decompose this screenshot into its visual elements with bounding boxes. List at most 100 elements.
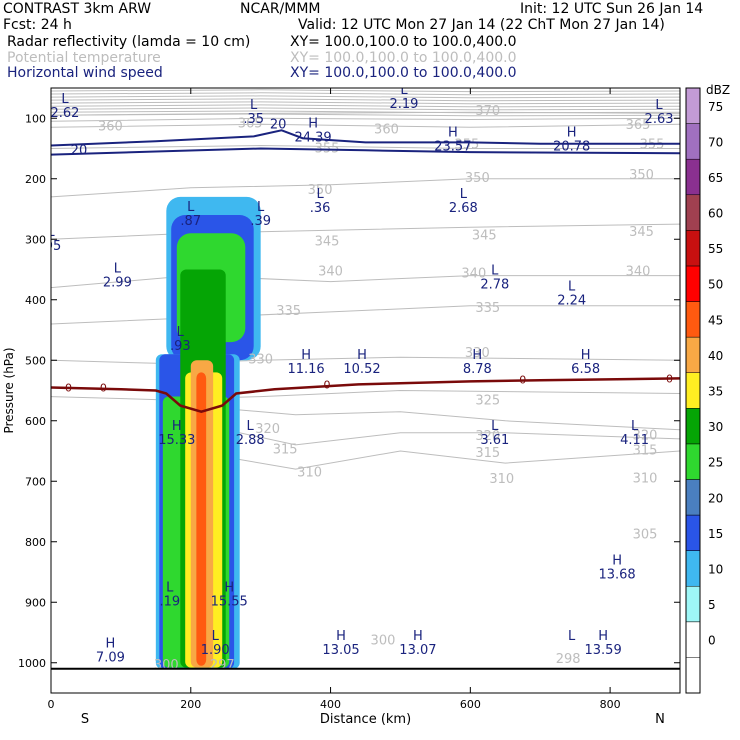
theta-contour-320 — [225, 408, 680, 431]
theta-label: 345 — [472, 228, 497, 243]
extremum-tag: L — [250, 98, 258, 113]
extremum-value: 8.78 — [463, 362, 492, 377]
extremum-value: 3.61 — [480, 433, 509, 448]
theta-label: 355 — [640, 138, 665, 153]
theta-contour-upper — [51, 92, 680, 96]
theta-label: 300 — [371, 634, 396, 649]
theta-label: 310 — [633, 471, 658, 486]
extremum-value: 24.39 — [294, 130, 331, 145]
colorbar-swatch-40 — [685, 336, 701, 373]
colorbar-swatch-60 — [685, 194, 701, 231]
theta-contour-350 — [51, 178, 680, 198]
colorbar-label: 65 — [708, 171, 723, 185]
theta-label: 335 — [276, 304, 301, 319]
extremum-tag: L — [47, 225, 55, 240]
extremum-tag: L — [187, 200, 195, 215]
theta-contour-325 — [51, 389, 680, 401]
extremum-tag: L — [212, 629, 220, 644]
forecast-hour: Fcst: 24 h — [3, 17, 72, 33]
zero-contour-label: 0 — [100, 381, 107, 394]
extremum-tag: H — [172, 419, 182, 434]
colorbar-swatch-25 — [685, 443, 701, 480]
extremum-tag: L — [247, 419, 255, 434]
theta-label: 310 — [297, 465, 322, 480]
zero-contour-label: 0 — [519, 374, 526, 387]
y-tick-label: 900 — [25, 596, 46, 609]
extremum-tag: L — [61, 92, 69, 107]
zero-contour-label: 0 — [324, 378, 331, 391]
extremum-value: 7.09 — [96, 651, 125, 666]
extremum-value: 2.24 — [557, 294, 586, 309]
colorbar-label: 30 — [708, 420, 723, 434]
colorbar-frame — [685, 87, 701, 694]
extremum-tag: H — [472, 348, 482, 363]
x-tick-label: 800 — [600, 698, 621, 711]
theta-label: 325 — [475, 393, 500, 408]
extremum-tag: H — [581, 348, 591, 363]
extremum-tag: H — [106, 637, 116, 652]
zero-contour-label: 0 — [65, 381, 72, 394]
extremum-tag: L — [655, 98, 663, 113]
theta-label: 340 — [318, 265, 343, 280]
theta-contour-340 — [51, 275, 680, 289]
extremum-value: 1.90 — [201, 643, 230, 658]
colorbar-label: 60 — [708, 207, 723, 221]
theta-label: 330 — [465, 346, 490, 361]
colorbar-swatch-35 — [685, 372, 701, 409]
x-axis-label: Distance (km) — [320, 712, 411, 727]
extremum-tag: H — [448, 125, 458, 140]
x-end-label-right: N — [655, 712, 665, 727]
extremum-tag: L — [491, 263, 499, 278]
field-wind-name: Horizontal wind speed — [7, 65, 163, 81]
y-tick-label: 500 — [25, 354, 46, 367]
field-theta-name: Potential temperature — [7, 50, 161, 66]
x-tick-label: 600 — [460, 698, 481, 711]
theta-label: 297 — [210, 658, 235, 673]
y-tick-label: 600 — [25, 415, 46, 428]
wind-contour-20 — [51, 129, 680, 147]
theta-label: 365 — [238, 116, 263, 131]
theta-label: 315 — [475, 446, 500, 461]
y-tick-label: 200 — [25, 173, 46, 186]
extremum-tag: L — [568, 280, 576, 295]
init-time: Init: 12 UTC Sun 26 Jan 14 — [520, 1, 704, 17]
colorbar-label: 15 — [708, 527, 723, 541]
extremum-value: 15.33 — [158, 433, 195, 448]
colorbar-label: 45 — [708, 313, 723, 327]
theta-label: 330 — [248, 352, 273, 367]
theta-contour-upper — [51, 107, 680, 111]
theta-contour-330 — [51, 356, 680, 364]
extremum-tag: H — [567, 125, 577, 140]
theta-label: 340 — [626, 265, 651, 280]
wind-contour-label: 20 — [71, 144, 88, 159]
extremum-tag: L — [460, 187, 468, 202]
reflectivity-cell-45 — [196, 372, 207, 666]
extremum-tag: H — [224, 580, 234, 595]
extremum-value: 2.19 — [389, 97, 418, 112]
extremum-value: 10.52 — [343, 362, 380, 377]
plot-frame — [50, 87, 681, 694]
colorbar-swatch-50 — [685, 265, 701, 302]
colorbar-label: 75 — [708, 100, 723, 114]
theta-label: 320 — [475, 429, 500, 444]
theta-label: 298 — [556, 652, 581, 667]
model-title: CONTRAST 3km ARW — [3, 1, 152, 17]
y-tick-label: 400 — [25, 294, 46, 307]
colorbar-label: 5 — [708, 598, 716, 612]
extremum-tag: L — [316, 187, 324, 202]
colorbar-swatch-70 — [685, 123, 701, 160]
x-end-label-left: S — [81, 712, 89, 727]
y-tick-label: 800 — [25, 536, 46, 549]
extremum-tag: L — [257, 200, 265, 215]
extremum-value: 2.99 — [103, 276, 132, 291]
theta-label: 350 — [308, 183, 333, 198]
colorbar-label: 25 — [708, 456, 723, 470]
theta-label: 350 — [629, 168, 654, 183]
extremum-tag: L — [177, 325, 185, 340]
extremum-value: 20.78 — [553, 139, 590, 154]
extremum-tag: H — [598, 629, 608, 644]
colorbar-swatch-15 — [685, 514, 701, 551]
colorbar-label: 10 — [708, 562, 723, 576]
colorbar-swatch-45 — [685, 301, 701, 338]
extremum-value: 2.68 — [449, 201, 478, 216]
